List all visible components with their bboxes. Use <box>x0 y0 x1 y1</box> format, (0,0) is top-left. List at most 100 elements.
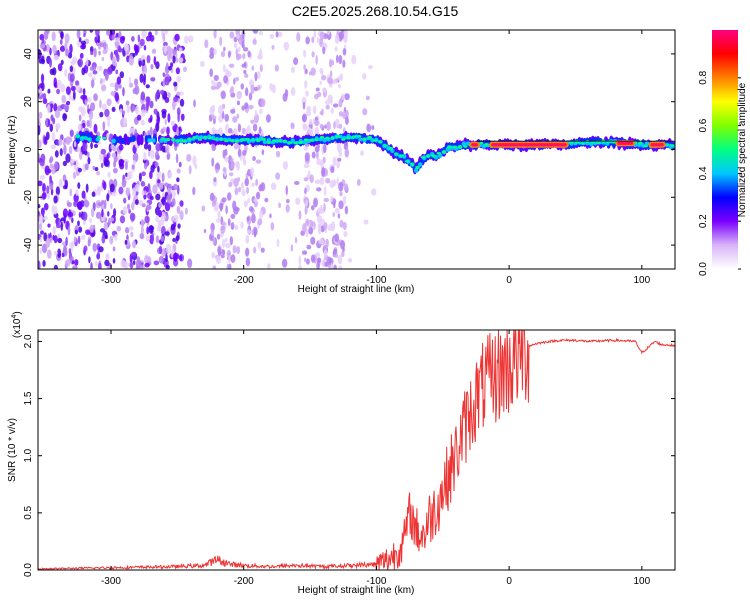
spectrogram-noise-blob <box>132 160 136 166</box>
spectrogram-noise-blob <box>158 255 164 264</box>
spectrogram-noise-blob <box>88 110 94 120</box>
spectrogram-noise-blob <box>74 259 79 266</box>
spectrogram-noise-blob <box>87 238 91 247</box>
spectrogram-noise-blob <box>230 162 235 170</box>
spectrogram-noise-blob <box>60 221 64 231</box>
spectrogram-noise-blob <box>209 47 215 56</box>
spectrogram-noise-blob <box>150 114 153 122</box>
spectrogram-noise-blob <box>232 116 238 123</box>
spectrogram-noise-blob <box>237 92 242 99</box>
spectrogram-noise-blob <box>275 31 279 38</box>
spectrogram-noise-blob <box>330 107 334 114</box>
spectrogram-noise-blob <box>305 199 309 207</box>
spectrogram-ridge-mark <box>378 140 383 144</box>
spectrogram-noise-blob <box>301 250 308 255</box>
spectrogram-ridge-mark <box>245 137 250 141</box>
spectrogram-noise-blob <box>149 34 155 42</box>
spectrogram-noise-blob <box>131 104 135 112</box>
spectrogram-noise-blob <box>92 165 96 171</box>
spectrogram-noise-blob <box>49 47 52 56</box>
spectrogram-noise-blob <box>323 197 330 203</box>
spectrogram-ridge-mark <box>461 141 467 147</box>
spectrogram-noise-blob <box>55 223 61 229</box>
spectrogram-noise-blob <box>123 197 127 204</box>
spectrogram-noise-blob <box>234 224 239 230</box>
spectrogram-noise-blob <box>192 186 196 196</box>
spectrogram-ridge-mark <box>86 137 91 141</box>
spectrogram-noise-blob <box>67 211 74 218</box>
spectrogram-noise-blob <box>241 189 246 197</box>
spectrogram-noise-blob <box>132 52 136 58</box>
spectrogram-noise-blob <box>186 153 192 162</box>
spectrogram-noise-blob <box>248 104 254 110</box>
spectrogram-noise-blob <box>367 65 373 70</box>
spectrogram-noise-blob <box>211 252 216 259</box>
spectrogram-noise-blob <box>303 49 307 58</box>
spectrogram-ridge-mark <box>147 138 152 143</box>
spectrogram-noise-blob <box>98 50 101 56</box>
spectrogram-noise-blob <box>154 30 158 36</box>
spectrogram-noise-blob <box>77 167 82 173</box>
spectrogram-ridge-mark <box>282 139 288 143</box>
spectrogram-noise-blob <box>59 45 66 52</box>
spectrogram-noise-blob <box>165 144 170 154</box>
spectrogram-noise-blob <box>334 34 340 44</box>
spectrogram-noise-blob <box>176 177 180 183</box>
spectrogram-noise-blob <box>230 254 236 263</box>
spectrogram-noise-blob <box>70 85 76 92</box>
spectrogram-ridge-mark <box>664 143 670 146</box>
spectrogram-noise-blob <box>248 92 253 101</box>
spectrogram-noise-blob <box>187 35 194 43</box>
spectrogram-noise-blob <box>176 75 182 83</box>
spectrogram-peak <box>471 143 478 147</box>
spectrogram-ridge-mark <box>670 144 675 147</box>
spectrogram-noise-blob <box>82 211 88 221</box>
spectrogram-noise-blob <box>267 263 271 269</box>
spectrogram-noise-blob <box>157 209 163 218</box>
snr-x-label: Height of straight line (km) <box>298 585 415 596</box>
spectrogram-noise-blob <box>68 248 72 254</box>
spectrogram-noise-blob <box>318 239 324 245</box>
spectrogram-noise-blob <box>107 211 110 217</box>
spectrogram-ridge-mark <box>643 144 649 148</box>
colorbar-gradient <box>712 30 738 269</box>
spectrogram-noise-blob <box>53 205 58 215</box>
spectrogram-noise-blob <box>234 77 240 82</box>
spectrogram-ridge-mark <box>404 160 410 163</box>
spectrogram-noise-blob <box>301 96 307 106</box>
spectrogram-noise-blob <box>251 65 255 71</box>
spectrogram-noise-blob <box>226 70 232 77</box>
spectrogram-ridge-mark <box>266 137 272 142</box>
spectrogram-noise-blob <box>38 222 43 231</box>
spectrogram-noise-blob <box>158 182 164 190</box>
spectrogram-noise-blob <box>304 80 308 89</box>
spectrogram-noise-blob <box>179 200 183 207</box>
spectrogram-noise-blob <box>238 186 242 193</box>
spectrogram-noise-blob <box>298 264 303 269</box>
spectrogram-noise-blob <box>88 118 92 129</box>
spectrogram-ridge-mark <box>131 135 136 142</box>
spectrogram-noise-blob <box>170 223 176 231</box>
spectrogram-noise-blob <box>342 221 347 231</box>
spectrogram-noise-blob <box>119 71 125 79</box>
spectrogram-noise-blob <box>63 213 67 224</box>
spectrogram-noise-blob <box>311 36 315 44</box>
spectrogram-noise-blob <box>199 60 205 68</box>
spectrogram-noise-blob <box>71 159 75 164</box>
spectrogram-noise-blob <box>62 174 67 182</box>
spectrogram-noise-blob <box>143 44 147 51</box>
spectrogram-noise-blob <box>240 83 245 90</box>
spectrogram-noise-blob <box>141 203 146 208</box>
spectrogram-ridge-mark <box>250 138 256 142</box>
spectrogram-noise-blob <box>132 240 137 249</box>
spectrogram-noise-blob <box>46 249 52 259</box>
spectrogram-noise-blob <box>251 182 256 187</box>
spectrogram-noise-blob <box>81 67 86 76</box>
spectrogram-noise-blob <box>343 231 348 238</box>
spectrogram-noise-blob <box>119 215 126 224</box>
spectrogram-noise-blob <box>261 149 265 156</box>
spectrogram-noise-blob <box>170 62 174 67</box>
spectrogram-noise-blob <box>85 229 91 235</box>
spectrogram-noise-blob <box>57 237 63 244</box>
